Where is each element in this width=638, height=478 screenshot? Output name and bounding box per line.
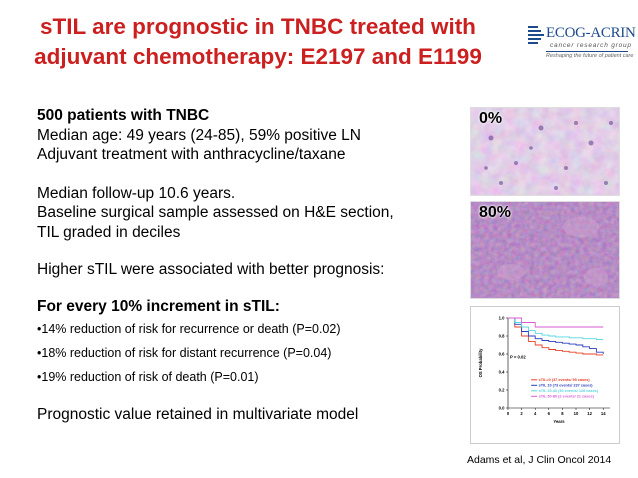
km-y-tick-label: 0.4 xyxy=(499,370,505,375)
km-x-tick-label: 12 xyxy=(587,411,592,416)
km-x-tick-label: 14 xyxy=(601,411,606,416)
logo-tagline: Reshaping the future of patient care xyxy=(546,53,634,59)
histology-image-80: 80% xyxy=(470,201,620,299)
baseline-line: Baseline surgical sample assessed on H&E… xyxy=(37,204,394,221)
logo-name: ECOG-ACRIN xyxy=(546,25,636,41)
km-legend-label-1: sTIL 10 (73 events/ 237 cases) xyxy=(539,384,594,388)
followup-line: Median follow-up 10.6 years. xyxy=(37,184,236,202)
km-x-axis-label: Years xyxy=(553,419,565,424)
km-x-tick-label: 4 xyxy=(534,411,537,416)
logo-subtitle: cancer research group xyxy=(550,42,632,49)
til-graded-line: TIL graded in deciles xyxy=(37,223,181,241)
km-y-tick-label: 1.0 xyxy=(499,316,505,321)
km-y-tick-label: 0.2 xyxy=(499,388,505,393)
km-y-tick-label: 0.6 xyxy=(499,352,505,357)
km-series-line-1 xyxy=(508,317,604,354)
km-legend-label-2: sTIL 20-40 (30 events/ 128 cases) xyxy=(539,389,599,393)
km-chart-frame xyxy=(470,306,620,444)
bullet-recurrence: •14% reduction of risk for recurrence or… xyxy=(37,322,341,336)
title-line-1: sTIL are prognostic in TNBC treated with xyxy=(40,14,476,39)
km-series-line-2 xyxy=(508,317,604,341)
km-series-line-0 xyxy=(508,317,604,356)
histology-label-80: 80% xyxy=(479,204,512,221)
citation: Adams et al, J Clin Oncol 2014 xyxy=(467,454,612,466)
km-y-tick-label: 0.8 xyxy=(499,334,505,339)
body-text: 500 patients with TNBC Median age: 49 ye… xyxy=(37,106,457,425)
title-line-2: adjuvant chemotherapy: E2197 and E1199 xyxy=(34,44,482,69)
slide-title: sTIL are prognostic in TNBC treated with… xyxy=(8,12,508,72)
ecog-acrin-logo: ECOG-ACRIN cancer research group Reshapi… xyxy=(528,22,636,68)
increment-heading: For every 10% increment in sTIL: xyxy=(37,297,280,315)
histology-image-0: 0% xyxy=(470,107,620,196)
km-y-axis-label: OS Probability xyxy=(478,348,483,378)
km-x-tick-label: 0 xyxy=(507,411,510,416)
histology-80-picture xyxy=(471,202,619,298)
km-x-tick-label: 2 xyxy=(520,411,523,416)
median-age-line: Median age: 49 years (24-85), 59% positi… xyxy=(37,126,361,144)
higher-stil-line: Higher sTIL were associated with better … xyxy=(37,261,385,278)
km-legend-label-3: sTIL 50-80 (2 events/ 21 cases) xyxy=(539,395,595,399)
bullet-distant: •18% reduction of risk for distant recur… xyxy=(37,346,332,360)
histology-0-picture xyxy=(471,108,619,195)
patients-heading: 500 patients with TNBC xyxy=(37,107,210,124)
logo-lines-icon xyxy=(528,25,544,45)
km-x-tick-label: 10 xyxy=(574,411,579,416)
km-x-tick-label: 8 xyxy=(561,411,564,416)
km-x-tick-label: 6 xyxy=(548,411,551,416)
histology-label-0: 0% xyxy=(479,110,503,127)
km-chart-svg: 0.0 0.2 0.4 0.6 0.8 1.0 0 2 4 6 8 10 12 14 Years OS Pro… xyxy=(470,306,620,444)
logo-divider xyxy=(546,51,628,52)
multivariate-line: Prognostic value retained in multivariat… xyxy=(37,406,359,423)
bullet-death: •19% reduction of risk of death (P=0.01) xyxy=(37,370,259,384)
km-y-tick-label: 0.0 xyxy=(499,406,505,411)
km-p-value-annotation: P = 0.02 xyxy=(510,355,526,360)
km-legend-label-0: sTIL=0 (37 events/ 95 cases) xyxy=(539,378,591,382)
km-survival-chart: 0.0 0.2 0.4 0.6 0.8 1.0 0 2 4 6 8 10 12 14 Years OS Pro… xyxy=(470,306,620,444)
km-series-line-3 xyxy=(508,317,604,328)
adjuvant-line: Adjuvant treatment with anthracycline/ta… xyxy=(37,146,346,163)
